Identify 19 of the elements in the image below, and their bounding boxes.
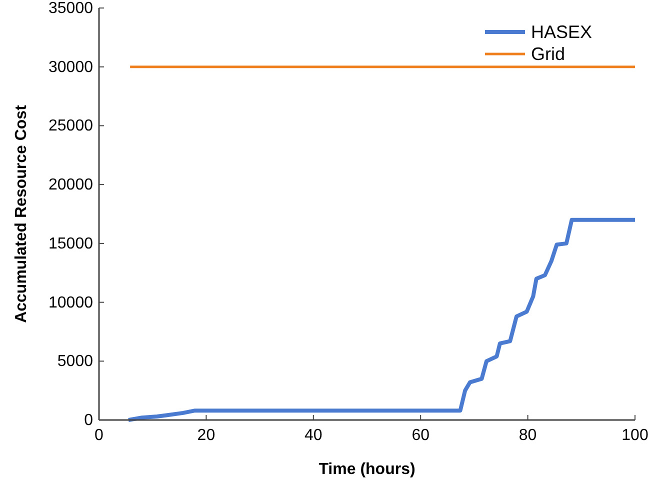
y-tick-label: 35000 (48, 0, 94, 17)
x-axis-title: Time (hours) (318, 461, 416, 478)
y-tick-label: 5000 (57, 353, 94, 370)
y-tick-label: 15000 (48, 235, 94, 252)
legend-label: HASEX (531, 22, 592, 42)
x-tick-label: 0 (94, 427, 104, 444)
x-tick-label: 100 (622, 427, 648, 444)
y-tick-label: 30000 (48, 58, 94, 76)
y-tick-label: 20000 (48, 176, 94, 194)
x-tick-label: 80 (518, 427, 537, 444)
y-axis-title: Accumulated Resource Cost (13, 104, 30, 323)
x-tick-label: 60 (412, 427, 430, 444)
y-tick-label: 10000 (48, 294, 94, 312)
x-tick-label: 40 (304, 427, 322, 444)
line-series (126, 218, 637, 422)
y-tick-label: 25000 (48, 118, 94, 135)
legend-label: Grid (531, 44, 566, 64)
y-tick-label: 0 (84, 412, 94, 429)
x-tick-label: 20 (197, 427, 216, 444)
